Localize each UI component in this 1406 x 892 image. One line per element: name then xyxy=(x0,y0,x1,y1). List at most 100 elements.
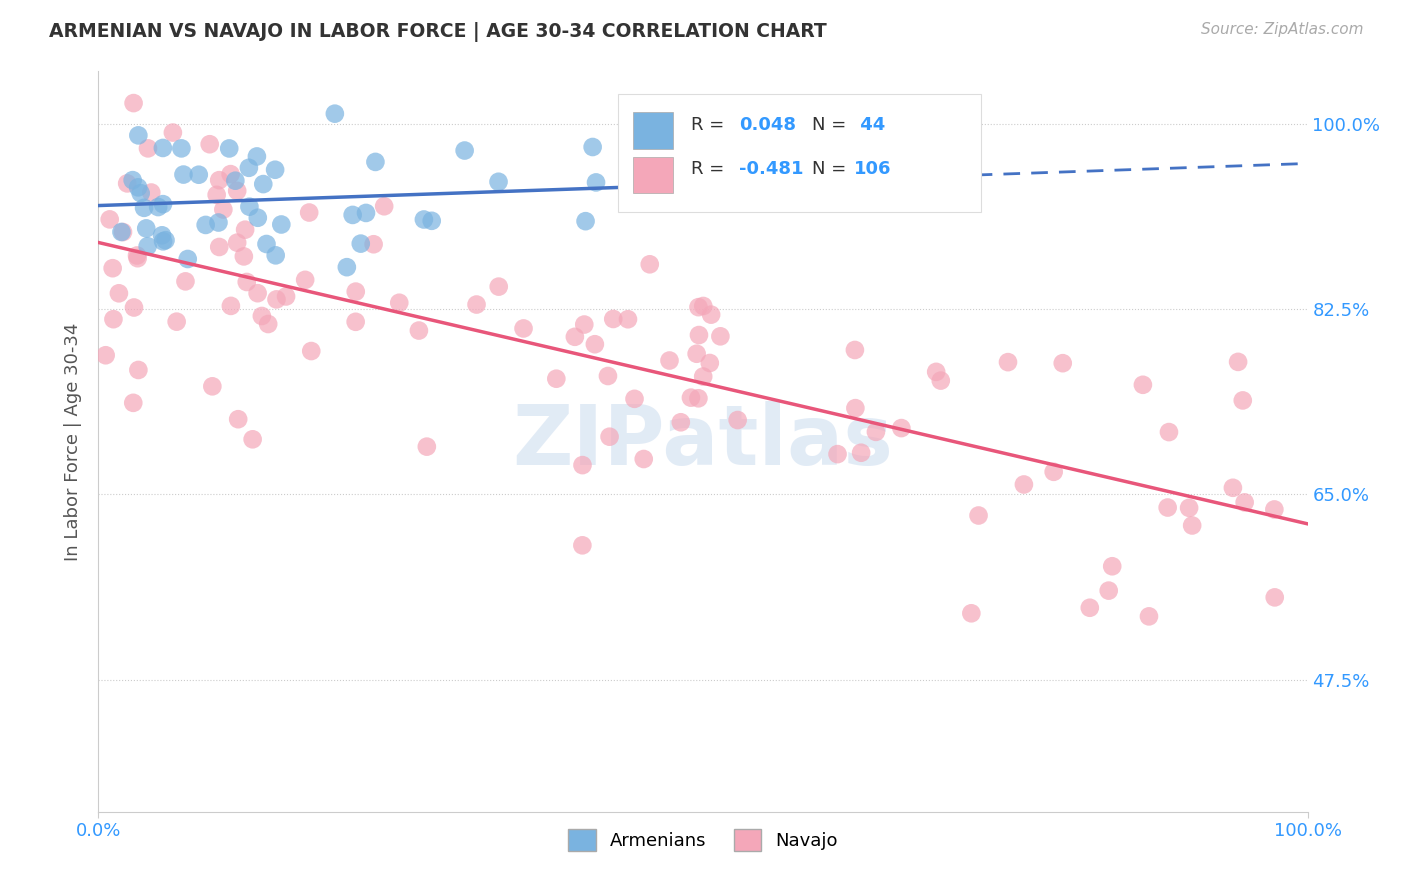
Point xyxy=(638,257,661,271)
Point xyxy=(342,208,364,222)
Text: ZIPatlas: ZIPatlas xyxy=(513,401,893,482)
Point xyxy=(685,347,707,361)
Point xyxy=(925,365,948,379)
Point xyxy=(115,177,138,191)
Point xyxy=(1178,500,1201,515)
Point xyxy=(960,607,983,621)
Point xyxy=(890,421,912,435)
Point xyxy=(111,225,134,239)
Point xyxy=(849,446,872,460)
Point xyxy=(299,344,322,359)
Point xyxy=(162,126,184,140)
Point xyxy=(844,401,866,416)
Point xyxy=(226,184,249,198)
Point xyxy=(1042,465,1064,479)
Y-axis label: In Labor Force | Age 30-34: In Labor Force | Age 30-34 xyxy=(63,322,82,561)
Point xyxy=(373,199,395,213)
Point xyxy=(465,297,488,311)
Point xyxy=(416,440,439,454)
Point xyxy=(207,215,229,229)
Point xyxy=(136,141,159,155)
Point xyxy=(238,200,260,214)
Point xyxy=(1012,477,1035,491)
Point xyxy=(198,137,221,152)
Point xyxy=(127,251,149,265)
Point xyxy=(488,175,510,189)
Point xyxy=(1132,377,1154,392)
Point xyxy=(201,379,224,393)
Point xyxy=(266,293,288,307)
Point xyxy=(294,273,316,287)
Point xyxy=(152,197,174,211)
Point xyxy=(226,412,249,426)
Point xyxy=(727,413,749,427)
Point xyxy=(1101,559,1123,574)
Point xyxy=(574,318,596,332)
Point xyxy=(844,343,866,357)
Text: R =: R = xyxy=(690,161,730,178)
Point xyxy=(235,275,257,289)
Point xyxy=(363,237,385,252)
Point xyxy=(1137,609,1160,624)
Point xyxy=(583,337,606,351)
Point xyxy=(420,214,443,228)
Point xyxy=(1181,518,1204,533)
Text: ARMENIAN VS NAVAJO IN LABOR FORCE | AGE 30-34 CORRELATION CHART: ARMENIAN VS NAVAJO IN LABOR FORCE | AGE … xyxy=(49,22,827,42)
Point xyxy=(453,144,475,158)
Point xyxy=(250,309,273,323)
Point xyxy=(103,312,125,326)
Point xyxy=(238,161,260,175)
Point xyxy=(412,212,434,227)
Point xyxy=(709,329,731,343)
Point xyxy=(679,391,702,405)
Point xyxy=(564,330,586,344)
Point xyxy=(571,538,593,552)
Point xyxy=(136,239,159,253)
Point xyxy=(1098,583,1121,598)
Point xyxy=(270,218,292,232)
Point xyxy=(127,128,149,143)
Point xyxy=(256,237,278,252)
Point xyxy=(323,106,346,120)
Bar xyxy=(633,156,673,194)
Point xyxy=(546,372,568,386)
Point xyxy=(865,425,887,439)
Point xyxy=(232,249,254,263)
Point xyxy=(110,225,132,239)
Point xyxy=(699,356,721,370)
Point xyxy=(692,369,714,384)
Point xyxy=(264,162,287,177)
Point xyxy=(688,300,710,314)
Point xyxy=(1222,481,1244,495)
Point xyxy=(571,458,593,472)
Point xyxy=(700,308,723,322)
Text: 44: 44 xyxy=(855,116,886,134)
Point xyxy=(218,141,240,155)
Point xyxy=(350,236,373,251)
Point xyxy=(354,206,377,220)
Point xyxy=(98,212,121,227)
Text: N =: N = xyxy=(811,161,852,178)
Point xyxy=(344,285,367,299)
Point xyxy=(205,187,228,202)
Point xyxy=(408,324,430,338)
Point xyxy=(602,312,624,326)
Text: 0.048: 0.048 xyxy=(740,116,796,134)
Point xyxy=(135,221,157,235)
Point xyxy=(224,174,246,188)
Point xyxy=(166,315,188,329)
Point xyxy=(688,328,710,343)
Point xyxy=(208,173,231,187)
Point xyxy=(585,175,607,189)
Point xyxy=(512,321,534,335)
Point xyxy=(1264,591,1286,605)
Point xyxy=(633,452,655,467)
Point xyxy=(212,202,235,217)
Point xyxy=(692,299,714,313)
Point xyxy=(274,289,297,303)
Point xyxy=(252,177,274,191)
Point xyxy=(929,374,952,388)
Point xyxy=(152,235,174,249)
Point xyxy=(177,252,200,266)
Point xyxy=(1263,502,1285,516)
